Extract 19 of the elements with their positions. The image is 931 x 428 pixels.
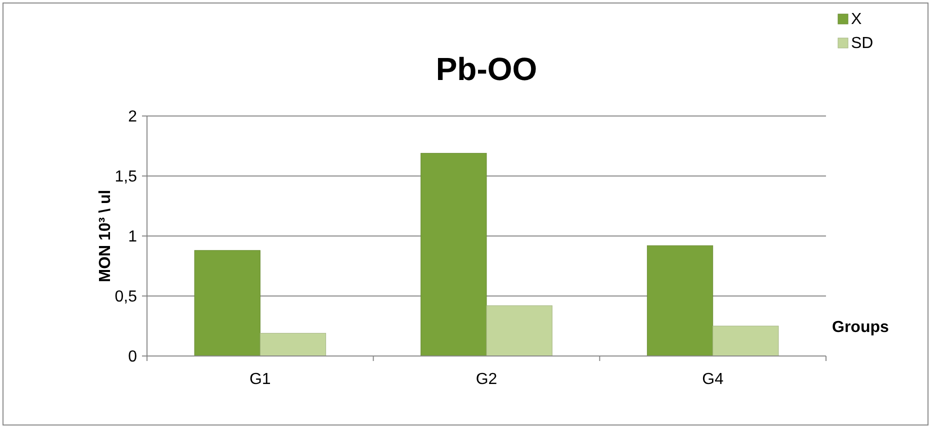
- legend-label: X: [851, 11, 862, 28]
- bar: [646, 245, 714, 356]
- x-tick-label: G4: [702, 371, 724, 388]
- y-tick-label: 1: [128, 228, 138, 246]
- bar: [194, 250, 260, 356]
- x-axis-title: Groups: [832, 319, 889, 336]
- bar: [420, 152, 487, 356]
- bar: [260, 332, 326, 356]
- x-tick-label: G1: [249, 371, 271, 388]
- y-tick-label: 0: [128, 348, 138, 366]
- bar: [486, 305, 552, 356]
- y-tick-label: 1,5: [114, 168, 138, 186]
- chart-title: Pb-OO: [436, 51, 538, 87]
- bar: [712, 326, 779, 356]
- x-tick-label: G2: [476, 371, 498, 388]
- y-tick-label: 2: [128, 108, 138, 126]
- y-axis-title: MON 10³ \ ul: [97, 190, 114, 282]
- legend-label: SD: [851, 35, 874, 52]
- y-tick-label: 0,5: [114, 288, 138, 306]
